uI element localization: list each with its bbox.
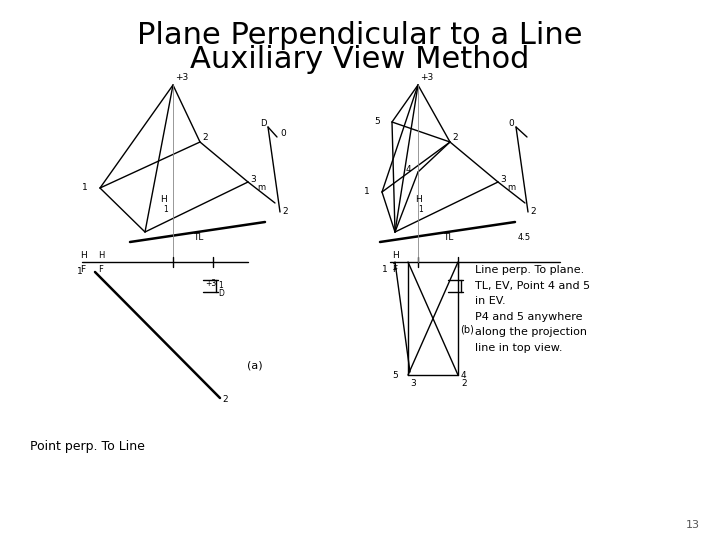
Text: D: D	[260, 119, 266, 129]
Text: m: m	[257, 184, 265, 192]
Text: H: H	[415, 195, 422, 205]
Text: 3: 3	[500, 174, 505, 184]
Text: F: F	[392, 265, 397, 273]
Text: 3: 3	[250, 174, 256, 184]
Text: 4: 4	[461, 370, 467, 380]
Text: 2: 2	[222, 395, 228, 404]
Text: Line perp. To plane.
TL, EV, Point 4 and 5
in EV.
P4 and 5 anywhere
along the pr: Line perp. To plane. TL, EV, Point 4 and…	[475, 265, 590, 353]
Text: 4.5: 4.5	[518, 233, 531, 241]
Text: 1: 1	[77, 267, 83, 276]
Text: m: m	[507, 184, 515, 192]
Text: 13: 13	[686, 520, 700, 530]
Text: 0: 0	[508, 119, 514, 129]
Text: H: H	[392, 251, 399, 260]
Text: H: H	[80, 251, 86, 260]
Text: +3: +3	[205, 279, 216, 287]
Text: (a): (a)	[247, 360, 263, 370]
Text: 2: 2	[530, 207, 536, 217]
Text: (b): (b)	[460, 325, 474, 335]
Text: 1: 1	[392, 262, 398, 272]
Text: +3: +3	[175, 72, 188, 82]
Text: 4: 4	[406, 165, 412, 173]
Text: D: D	[218, 288, 224, 298]
Text: 1: 1	[163, 206, 168, 214]
Text: F: F	[98, 265, 103, 273]
Text: TL: TL	[193, 233, 203, 241]
Text: F: F	[80, 265, 85, 273]
Text: 5: 5	[392, 370, 398, 380]
Text: H: H	[160, 195, 167, 205]
Text: 1: 1	[218, 281, 222, 291]
Text: TL: TL	[443, 233, 454, 241]
Text: +3: +3	[420, 72, 433, 82]
Text: 3: 3	[410, 379, 415, 388]
Text: Plane Perpendicular to a Line: Plane Perpendicular to a Line	[138, 21, 582, 50]
Text: 5: 5	[374, 118, 380, 126]
Text: 0: 0	[280, 130, 286, 138]
Text: H: H	[98, 251, 104, 260]
Text: 2: 2	[282, 207, 287, 217]
Text: 2: 2	[202, 133, 207, 143]
Text: 1: 1	[382, 266, 388, 274]
Text: 1: 1	[364, 187, 370, 197]
Text: 1: 1	[82, 184, 88, 192]
Text: 1: 1	[418, 206, 423, 214]
Text: 2: 2	[452, 133, 458, 143]
Text: Point perp. To Line: Point perp. To Line	[30, 440, 145, 453]
Text: 2: 2	[461, 379, 467, 388]
Text: Auxiliary View Method: Auxiliary View Method	[190, 45, 530, 75]
